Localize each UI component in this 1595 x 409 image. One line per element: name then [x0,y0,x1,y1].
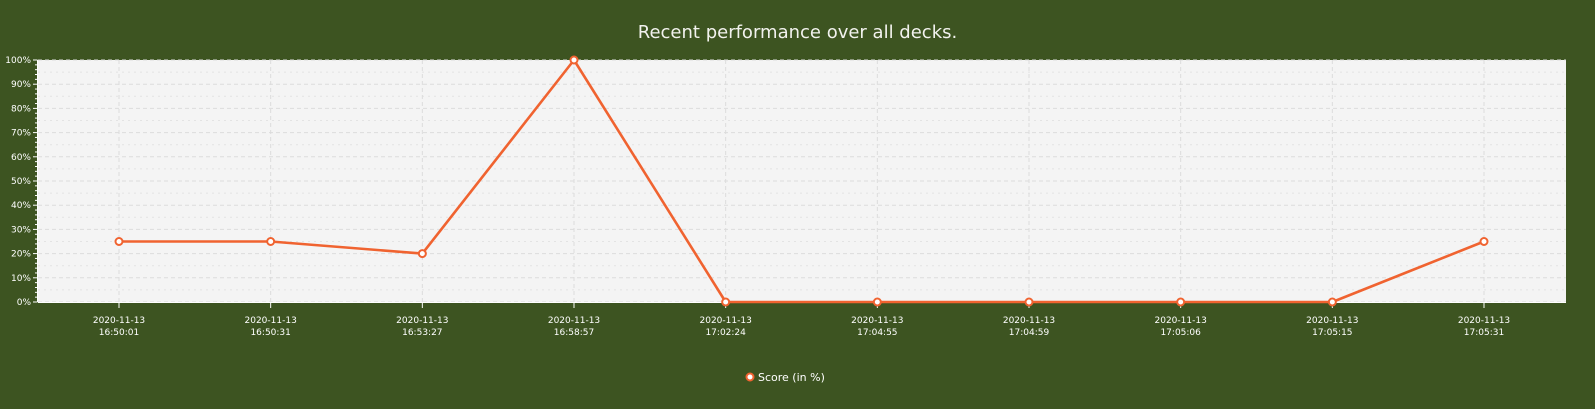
legend-label: Score (in %) [758,371,825,384]
y-tick-label: 90% [11,80,31,90]
x-tick-label-time: 16:53:27 [402,328,442,338]
data-point [872,297,882,307]
series-line [119,58,1485,304]
x-tick-label-date: 2020-11-13 [1458,316,1510,326]
x-axis: 2020-11-13 16:50:01 2020-11-13 16:50:31 2020… [38,302,1566,338]
x-tick-label-date: 2020-11-13 [700,316,752,326]
x-tick-label-date: 2020-11-13 [1155,316,1207,326]
x-tick-label-time: 17:02:24 [705,328,746,338]
x-tick-label-date: 2020-11-13 [548,316,600,326]
data-point [1479,237,1489,246]
y-tick-label: 80% [11,104,31,114]
y-tick-label: 60% [11,153,31,163]
x-tick-label-time: 16:58:57 [554,328,594,338]
y-axis: 0% 10% 20% 30% 40% 50% 60% 70% 80% 90% 100% [5,56,38,308]
chart-title: Recent performance over all decks. [637,22,958,43]
x-tick-label-time: 17:05:06 [1160,328,1201,338]
x-tick-label-date: 2020-11-13 [851,316,903,326]
x-tick-label-time: 16:50:31 [250,328,290,338]
legend-marker [745,372,755,382]
data-point [114,237,124,246]
x-tick-label-time: 16:50:01 [99,328,139,338]
x-tick-label-date: 2020-11-13 [245,316,297,326]
y-tick-label: 40% [11,201,31,211]
data-point [1327,297,1337,307]
y-tick-label: 70% [11,129,31,139]
data-point [569,55,579,65]
x-tick-label-date: 2020-11-13 [1003,316,1055,326]
y-tick-label: 30% [11,225,31,235]
x-tick-label-time: 17:05:15 [1312,328,1352,338]
y-tick-label: 10% [11,274,31,284]
x-tick-label-date: 2020-11-13 [93,316,145,326]
x-tick-label-time: 17:04:55 [857,328,897,338]
data-point [417,249,427,259]
data-point [721,297,731,307]
data-point [1176,297,1186,307]
legend: Score (in %) [745,371,825,384]
data-point [1024,297,1034,307]
series [114,55,1489,307]
x-tick-label-time: 17:05:31 [1464,328,1504,338]
y-tick-label: 100% [5,56,31,66]
x-tick-label-time: 17:04:59 [1009,328,1050,338]
y-tick-label: 0% [17,298,32,308]
y-tick-label: 50% [11,177,31,187]
y-tick-label: 20% [11,250,31,260]
x-tick-label-date: 2020-11-13 [396,316,448,326]
data-point [266,237,276,246]
x-tick-label-date: 2020-11-13 [1306,316,1358,326]
